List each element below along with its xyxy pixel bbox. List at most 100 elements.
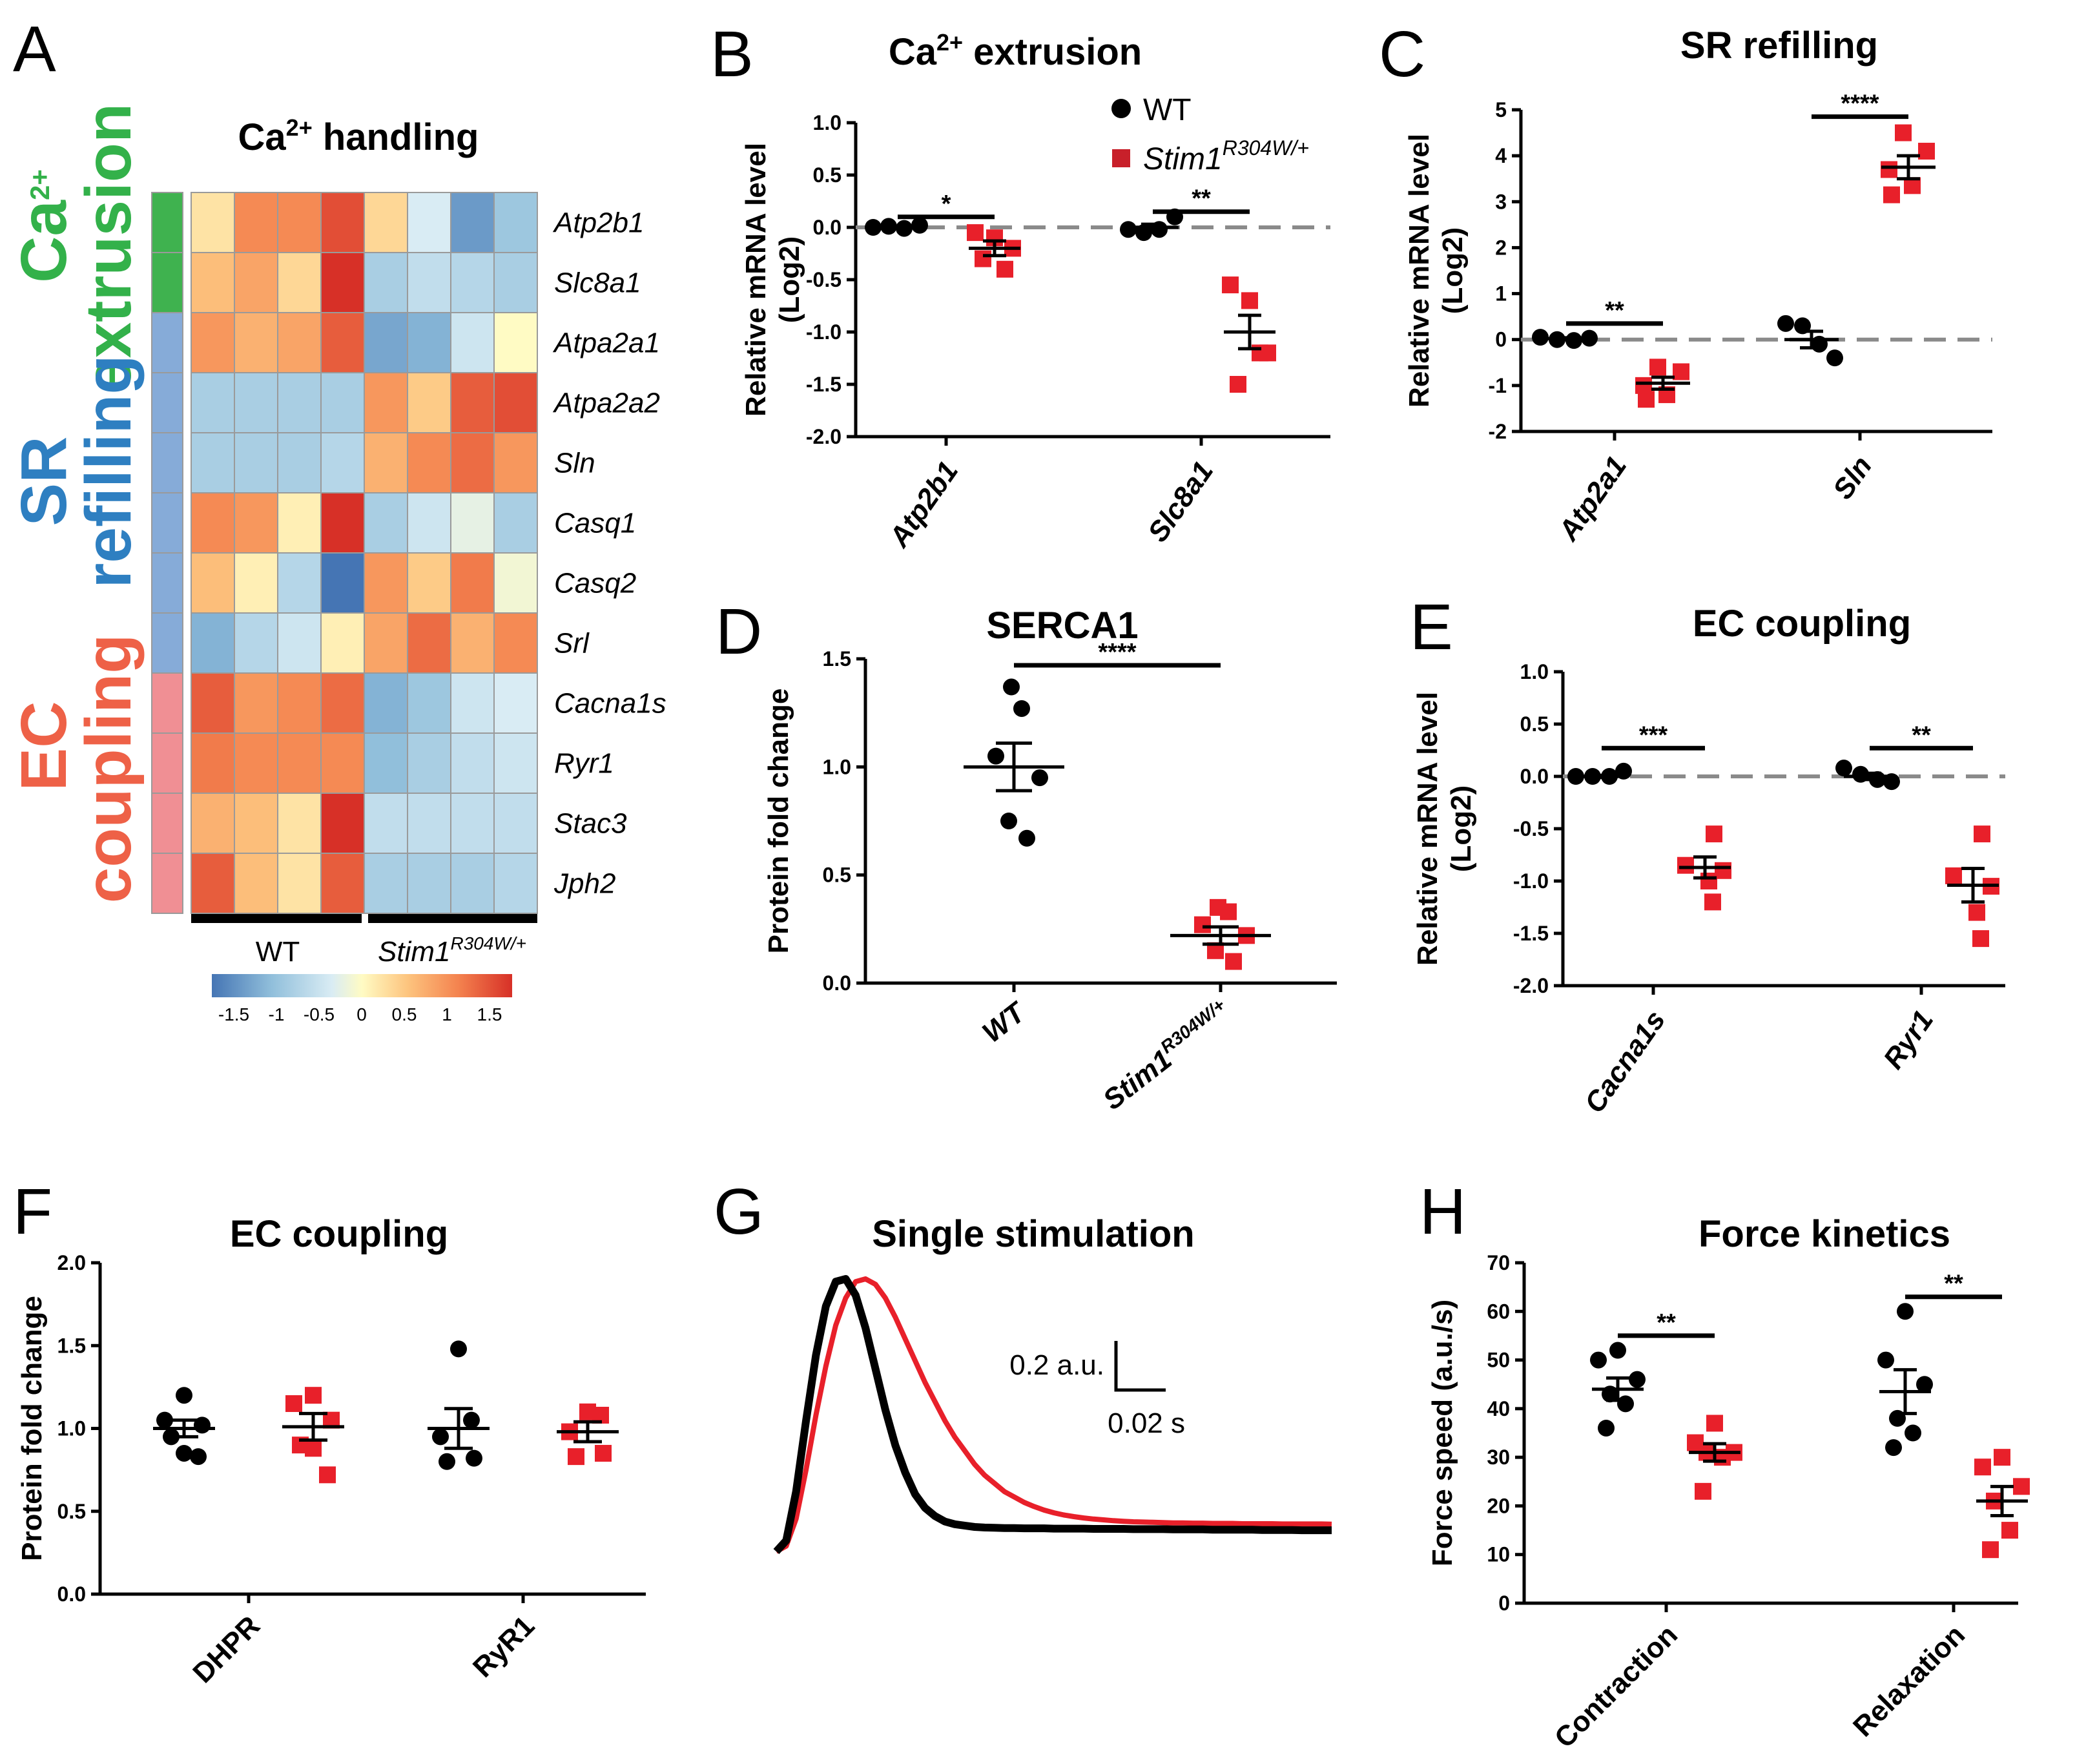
heatmap-cell xyxy=(234,853,278,914)
heatmap-cell xyxy=(234,432,278,493)
data-point-mut xyxy=(1715,862,1731,879)
legend-wt-marker xyxy=(1111,99,1131,118)
group-label-ec-bottom: coupling xyxy=(72,634,145,904)
heatmap-cell xyxy=(234,612,278,674)
data-point-mut xyxy=(285,1395,302,1413)
heatmap-cell xyxy=(191,492,235,554)
heatmap-row-group-bar xyxy=(151,192,183,914)
colorbar-ticks: -1.5 -1 -0.5 0 0.5 1 1.5 xyxy=(218,1004,502,1024)
data-point-wt xyxy=(1897,1303,1914,1320)
heatmap-cell xyxy=(277,552,322,614)
heatmap-cell xyxy=(493,492,538,554)
y-tick-label: 1.5 xyxy=(57,1334,86,1357)
significance-label: ** xyxy=(1944,1271,1963,1298)
x-tick-label: Stim1R304W/+ xyxy=(1096,995,1238,1116)
y-axis-label: Relative mRNA level xyxy=(1412,692,1443,966)
heatmap-cell xyxy=(364,552,408,614)
heatmap-cell xyxy=(277,312,322,373)
panel-a: A Ca2+ handling Atp2b1 Slc8a1 Atpa2a1 Atpa2… xyxy=(8,13,666,1024)
x-tick-label: Slc8a1 xyxy=(1142,456,1219,548)
data-point-wt xyxy=(156,1411,173,1429)
data-point-mut xyxy=(1974,1458,1991,1476)
data-point-wt xyxy=(190,1448,207,1466)
legend-wt-label: WT xyxy=(1143,93,1192,127)
row-group-cell xyxy=(151,372,183,433)
y-tick-label: 1 xyxy=(1495,282,1507,306)
heatmap-row-label: Slc8a1 xyxy=(554,267,641,299)
colorbar xyxy=(212,974,512,997)
data-point-mut xyxy=(2001,1522,2018,1539)
heatmap-cell xyxy=(234,793,278,854)
row-group-cell xyxy=(151,312,183,373)
heatmap-cell xyxy=(320,793,365,854)
y-axis-label: Protein fold change xyxy=(16,1296,48,1561)
legend: WT Stim1R304W/+ xyxy=(1111,93,1309,176)
data-point-wt xyxy=(911,216,928,234)
data-point-mut xyxy=(1700,873,1717,889)
heatmap-cell xyxy=(407,252,451,313)
data-point-mut xyxy=(595,1444,612,1462)
colorbar-tick-label: -1 xyxy=(269,1004,285,1024)
data-point-wt xyxy=(1000,813,1017,829)
panel-h-title: Force kinetics xyxy=(1699,1213,1950,1255)
data-point-mut xyxy=(975,250,991,267)
colorbar-tick-label: 0.5 xyxy=(392,1004,417,1024)
heatmap-cell xyxy=(364,372,408,433)
data-point-mut xyxy=(1918,143,1935,160)
heatmap-cell xyxy=(191,793,235,854)
data-point-wt xyxy=(176,1444,192,1462)
data-point-mut xyxy=(1994,1449,2010,1466)
group-label-sr-bottom: refilling xyxy=(72,355,145,588)
scale-bar-y-label: 0.2 a.u. xyxy=(1009,1349,1104,1381)
data-point-mut xyxy=(1881,161,1897,178)
heatmap-cell xyxy=(191,732,235,794)
colorbar-tick-label: 0 xyxy=(356,1004,367,1024)
panel-c-letter: C xyxy=(1379,18,1425,90)
y-tick-label: 0.5 xyxy=(1520,712,1549,736)
y-axis-label: Protein fold change xyxy=(763,689,794,954)
panel-d-letter: D xyxy=(716,596,762,668)
data-point-mut xyxy=(305,1387,322,1404)
y-axis-label: (Log2) xyxy=(774,236,805,323)
heatmap-cell xyxy=(407,312,451,373)
colorbar-tick-label: -0.5 xyxy=(304,1004,335,1024)
data-point-mut xyxy=(997,260,1013,278)
data-point-wt xyxy=(1590,1351,1607,1369)
heatmap-cell xyxy=(493,312,538,373)
column-group-label-wt: WT xyxy=(256,936,300,968)
data-point-wt xyxy=(1031,769,1048,787)
group-label-sr-top: SR xyxy=(8,437,80,526)
heatmap-cell xyxy=(450,612,495,674)
panel-d-title: SERCA1 xyxy=(986,605,1138,647)
heatmap-cell xyxy=(320,192,365,253)
row-group-cell xyxy=(151,732,183,794)
heatmap-cells xyxy=(191,192,538,914)
chart-b: -2.0 -1.5 -1.0 -0.5 0.0 0.5 1.0 Relative mRNA l… xyxy=(740,111,1330,554)
heatmap-cell xyxy=(320,372,365,433)
heatmap-cell xyxy=(277,853,322,914)
y-tick-label: -1.0 xyxy=(806,320,842,344)
y-tick-label: 0.0 xyxy=(1520,765,1549,788)
heatmap-row-label: Casq1 xyxy=(554,508,636,539)
heatmap-cell xyxy=(407,793,451,854)
heatmap-cell xyxy=(234,672,278,734)
data-point-wt xyxy=(1777,315,1794,332)
data-point-mut xyxy=(1241,292,1258,309)
x-tick-label: Relaxation xyxy=(1847,1619,1971,1743)
y-axis-label: Force speed (a.u./s) xyxy=(1427,1300,1458,1566)
heatmap-cell xyxy=(364,612,408,674)
legend-mut-marker xyxy=(1112,149,1130,167)
data-point-mut xyxy=(1982,1541,1999,1559)
heatmap-cell xyxy=(407,612,451,674)
colorbar-tick-label: 1 xyxy=(442,1004,452,1024)
heatmap-cell xyxy=(450,432,495,493)
heatmap-cell xyxy=(407,492,451,554)
data-point-mut xyxy=(319,1466,336,1484)
group-label-ec-top: EC xyxy=(8,701,80,791)
y-tick-label: 2.0 xyxy=(57,1251,86,1274)
heatmap-row-label: Atpa2a1 xyxy=(552,327,660,359)
heatmap-cell xyxy=(407,672,451,734)
data-point-mut xyxy=(1230,376,1246,393)
heatmap-cell xyxy=(493,252,538,313)
y-tick-label: 4 xyxy=(1495,144,1507,167)
